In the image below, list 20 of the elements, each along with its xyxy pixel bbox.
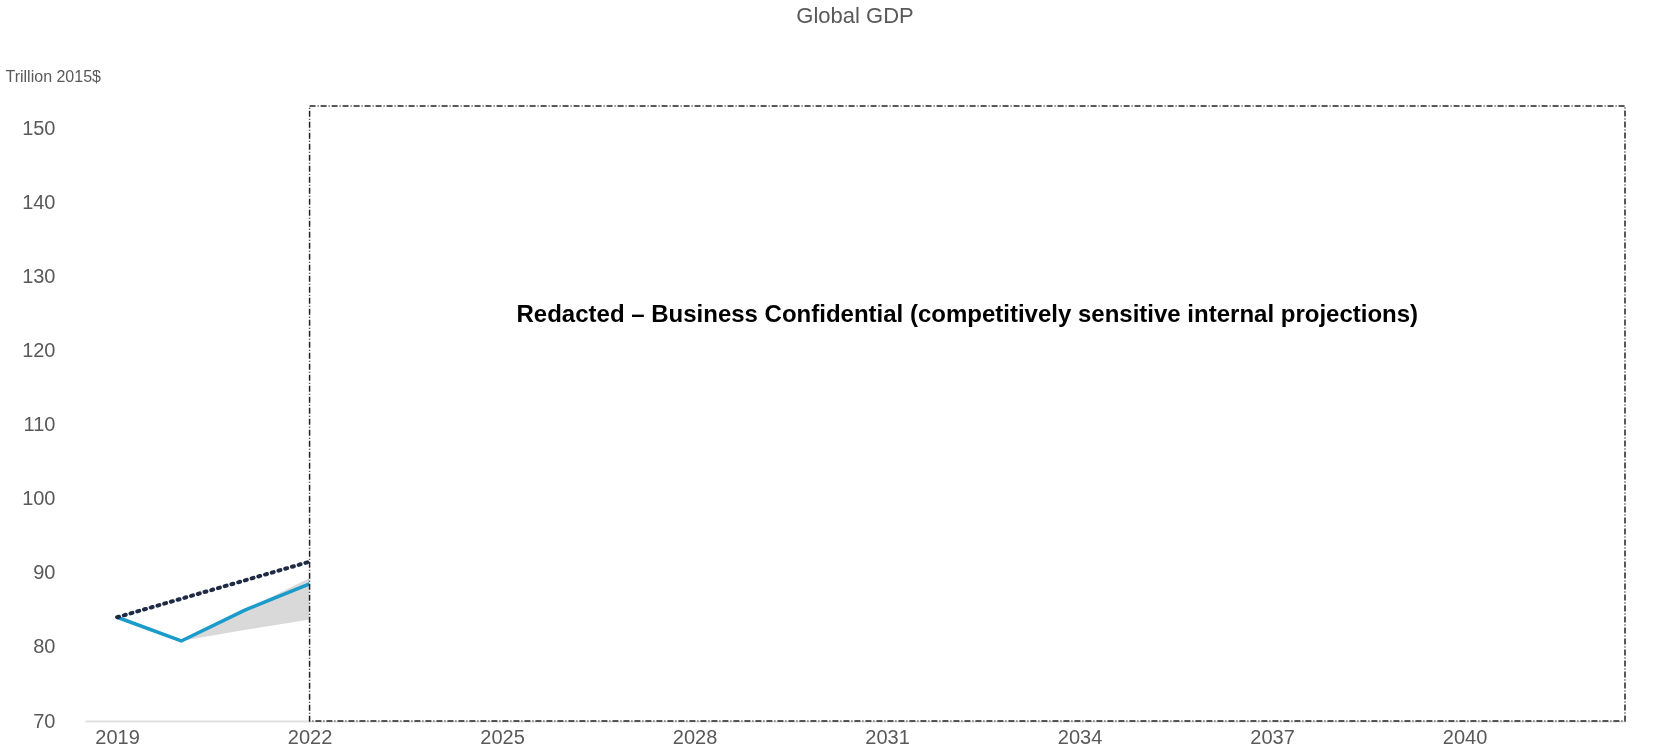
y-tick-label: 90 xyxy=(33,561,56,584)
y-tick-label: 100 xyxy=(22,487,56,510)
y-tick-label: 120 xyxy=(22,339,56,362)
chart-title: Global GDP xyxy=(796,3,914,28)
x-tick-label: 2028 xyxy=(672,725,718,746)
x-tick-label: 2037 xyxy=(1250,725,1295,746)
x-tick-label: 2019 xyxy=(95,725,140,746)
y-axis-title: Trillion 2015$ xyxy=(5,67,102,85)
x-tick-label: 2022 xyxy=(287,725,333,746)
y-tick-label: 150 xyxy=(22,116,56,139)
x-tick-label: 2025 xyxy=(480,725,525,746)
y-tick-label: 140 xyxy=(22,190,56,213)
y-tick-label: 80 xyxy=(33,635,56,658)
y-tick-label: 70 xyxy=(33,709,56,732)
x-tick-label: 2040 xyxy=(1442,725,1488,746)
x-tick-label: 2031 xyxy=(865,725,910,746)
y-tick-label: 130 xyxy=(22,264,56,287)
x-tick-label: 2034 xyxy=(1057,725,1103,746)
y-tick-label: 110 xyxy=(23,413,56,436)
band-label: Redacted – Business Confidential (competitively sensitive internal projections) xyxy=(516,300,1419,328)
